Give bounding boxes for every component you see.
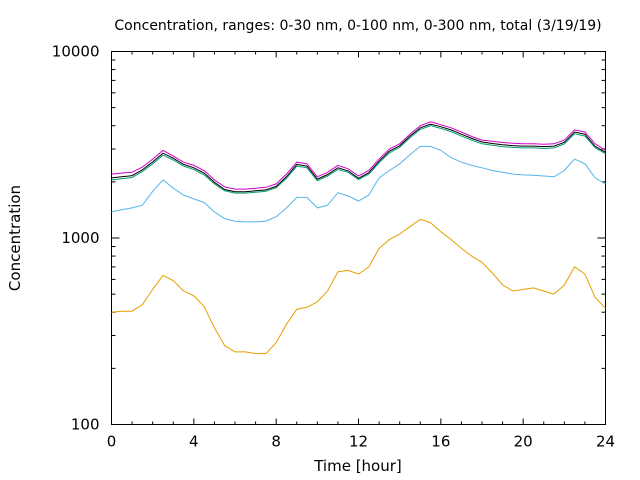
y-tick-label: 10000 — [52, 43, 100, 61]
plot-frame — [111, 51, 606, 425]
series-line-0 — [111, 121, 606, 190]
x-tick-label: 0 — [107, 433, 117, 451]
x-tick-label: 16 — [431, 433, 450, 451]
x-tick-label: 4 — [189, 433, 199, 451]
x-axis-tick-labels: 0 4 8 12 16 20 24 — [107, 433, 615, 451]
axis-ticks — [111, 51, 606, 425]
series-line-4 — [111, 218, 606, 355]
x-tick-label: 24 — [596, 433, 615, 451]
y-tick-label: 1000 — [61, 229, 99, 247]
x-axis-label: Time [hour] — [313, 457, 402, 475]
series-line-2 — [111, 125, 606, 194]
y-axis-tick-labels: 100 1000 10000 — [52, 43, 100, 434]
y-tick-label: 100 — [71, 416, 100, 434]
series-line-1 — [111, 123, 606, 193]
series-line-3 — [111, 145, 606, 223]
x-tick-label: 20 — [514, 433, 533, 451]
series-lines — [111, 121, 606, 355]
chart-title: Concentration, ranges: 0-30 nm, 0-100 nm… — [114, 18, 601, 34]
y-axis-label: Concentration — [6, 185, 24, 291]
x-tick-label: 8 — [271, 433, 281, 451]
x-tick-label: 12 — [349, 433, 368, 451]
